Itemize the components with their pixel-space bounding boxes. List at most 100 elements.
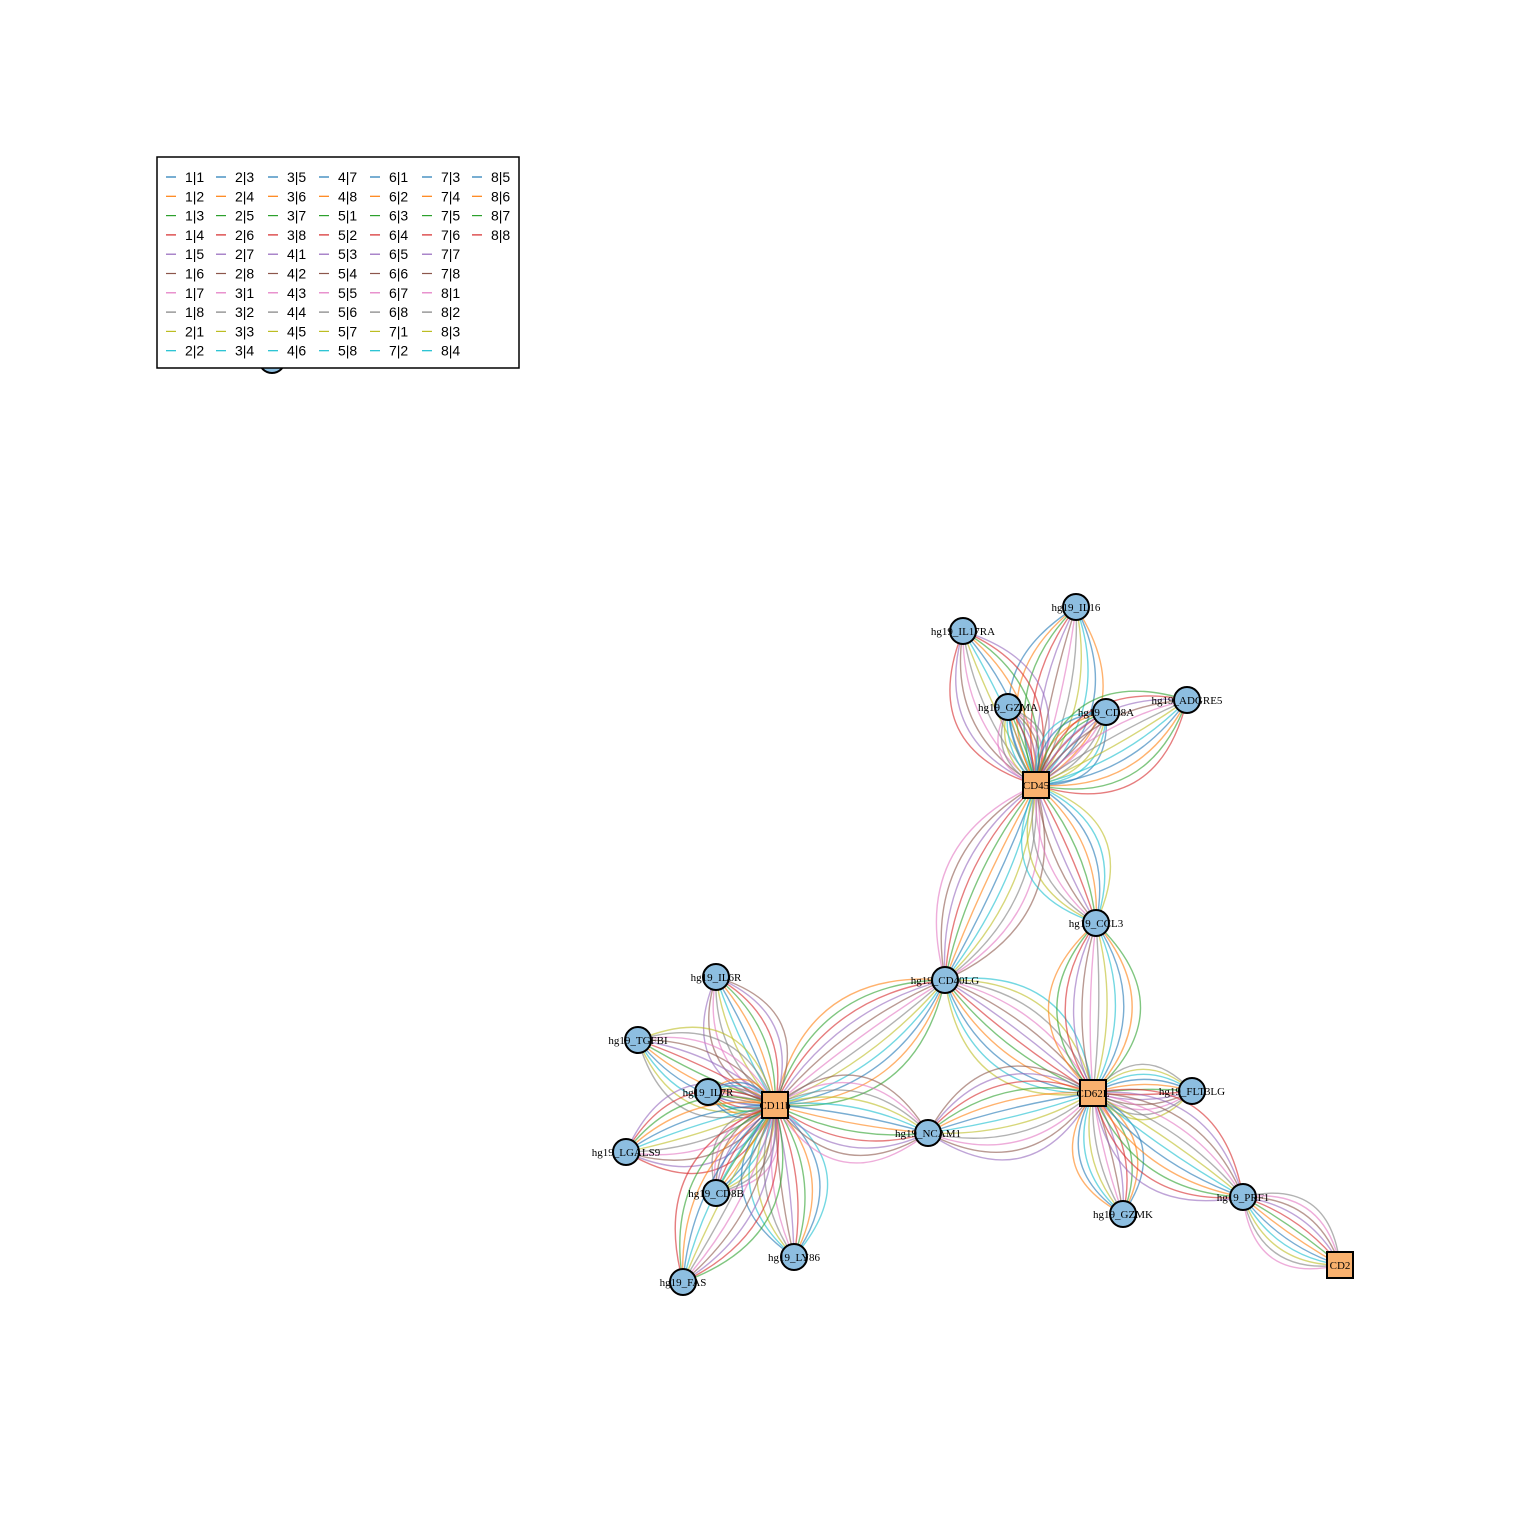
node-NCAM1[interactable]: hg19_NCAM1 (895, 1119, 961, 1147)
legend-item: 8|4 (422, 343, 460, 359)
legend-label: 5|6 (338, 304, 357, 320)
legend-item: 3|7 (268, 208, 306, 224)
node-FAS[interactable]: hg19_FAS (660, 1268, 707, 1296)
edge-line (1035, 784, 1097, 924)
edge-bundle-CD11b-LGALS9 (625, 1082, 776, 1175)
legend-label: 3|6 (287, 188, 306, 204)
legend-item: 6|3 (370, 208, 408, 224)
node-ADGRE5[interactable]: hg19_ADGRE5 (1152, 686, 1223, 714)
gene-node-circle[interactable] (1109, 1200, 1137, 1228)
edge-line (944, 979, 1094, 1094)
edge-line (1092, 922, 1117, 1094)
edge-line (1035, 699, 1188, 786)
edge-line (962, 630, 1044, 786)
node-CD8B[interactable]: hg19_CD8B (688, 1179, 744, 1207)
node-CD45[interactable]: CD45 (1022, 771, 1050, 799)
node-TGFBI[interactable]: hg19_TGFBI (608, 1026, 668, 1054)
edge-line (1092, 1092, 1244, 1202)
node-LY86[interactable]: hg19_LY86 (768, 1243, 821, 1271)
protein-node-square[interactable] (761, 1091, 789, 1119)
node-GZMK[interactable]: hg19_GZMK (1093, 1200, 1153, 1228)
gene-node-circle[interactable] (669, 1268, 697, 1296)
node-LGALS9[interactable]: hg19_LGALS9 (592, 1138, 661, 1166)
legend-item: 4|8 (319, 188, 357, 204)
legend-item: 8|3 (422, 323, 460, 339)
edge-line (682, 1104, 776, 1283)
edge-line (715, 976, 779, 1106)
edge-line (927, 1080, 1094, 1134)
edge-line (927, 1092, 1094, 1134)
protein-node-square[interactable] (1079, 1079, 1107, 1107)
node-IL16[interactable]: hg19_IL16 (1052, 593, 1101, 621)
gene-node-circle[interactable] (702, 963, 730, 991)
edge-line (774, 1104, 806, 1258)
edge-line (944, 784, 1046, 981)
node-IL6R[interactable]: hg19_IL6R (691, 963, 742, 991)
legend-label: 5|2 (338, 227, 357, 243)
node-IL7R[interactable]: hg19_IL7R (683, 1078, 734, 1106)
edge-line (927, 1092, 1094, 1134)
node-CD8A[interactable]: hg19_CD8A (1078, 698, 1134, 726)
edge-line (774, 1074, 929, 1134)
gene-node-circle[interactable] (1082, 909, 1110, 937)
gene-node-circle[interactable] (1062, 593, 1090, 621)
gene-node-circle[interactable] (1178, 1077, 1206, 1105)
legend-item: 3|2 (216, 304, 254, 320)
legend-label: 8|1 (441, 285, 460, 301)
edge-bundle-CD62L-CCL3 (1047, 922, 1142, 1094)
node-PRF1[interactable]: hg19_PRF1 (1217, 1183, 1270, 1211)
node-FLT3LG[interactable]: hg19_FLT3LG (1159, 1077, 1225, 1105)
edge-line (1089, 922, 1097, 1094)
gene-node-circle[interactable] (949, 617, 977, 645)
gene-node-circle[interactable] (1173, 686, 1201, 714)
gene-node-circle[interactable] (780, 1243, 808, 1271)
gene-node-circle[interactable] (612, 1138, 640, 1166)
edge-line (637, 1039, 776, 1106)
legend-item: 5|4 (319, 266, 357, 282)
edge-line (1035, 784, 1097, 924)
edge-line (682, 1104, 776, 1283)
legend-label: 2|4 (235, 188, 254, 204)
legend-item: 1|8 (166, 304, 204, 320)
protein-node-square[interactable] (1022, 771, 1050, 799)
node-CD40LG[interactable]: hg19_CD40LG (911, 966, 980, 994)
legend-item: 2|1 (166, 323, 204, 339)
edge-line (715, 976, 783, 1106)
gene-node-circle[interactable] (931, 966, 959, 994)
node-CD62L[interactable]: CD62L (1077, 1079, 1110, 1107)
gene-node-circle[interactable] (1229, 1183, 1257, 1211)
legend-item: 4|2 (268, 266, 306, 282)
edge-line (1242, 1196, 1341, 1266)
protein-node-square[interactable] (1326, 1251, 1354, 1279)
node-GZMA[interactable]: hg19_GZMA (978, 693, 1038, 721)
node-CD2[interactable]: CD2 (1326, 1251, 1354, 1279)
legend-item: 7|3 (422, 169, 460, 185)
legend-label: 7|5 (441, 208, 460, 224)
legend-item: 3|1 (216, 285, 254, 301)
edge-line (944, 784, 1037, 981)
gene-node-circle[interactable] (624, 1026, 652, 1054)
edge-line (774, 979, 946, 1106)
legend-label: 8|2 (441, 304, 460, 320)
node-label: hg19_IL16 (1052, 602, 1101, 614)
gene-node-circle[interactable] (1092, 698, 1120, 726)
legend-label: 7|4 (441, 188, 460, 204)
edge-line (944, 979, 1094, 1096)
gene-node-circle[interactable] (914, 1119, 942, 1147)
node-CCL3[interactable]: hg19_CCL3 (1069, 909, 1124, 937)
legend-label: 1|8 (185, 304, 204, 320)
edge-line (1026, 784, 1097, 924)
legend-label: 2|6 (235, 227, 254, 243)
node-CD11b[interactable]: CD11b (759, 1091, 791, 1119)
gene-node-circle[interactable] (994, 693, 1022, 721)
gene-node-circle[interactable] (694, 1078, 722, 1106)
legend-entries: 1|1 1|2 1|3 1|4 1|5 1|6 1|7 1|8 2|1 2|2 2|3 2|4 2|5 2… (166, 169, 510, 359)
edge-line (944, 979, 1094, 1094)
gene-node-circle[interactable] (702, 1179, 730, 1207)
legend-item: 7|7 (422, 246, 460, 262)
edge-line (1242, 1196, 1341, 1266)
legend-label: 3|3 (235, 323, 254, 339)
edge-line (1072, 922, 1097, 1094)
node-IL17RA[interactable]: hg19_IL17RA (931, 617, 995, 645)
edge-line (774, 978, 946, 1106)
